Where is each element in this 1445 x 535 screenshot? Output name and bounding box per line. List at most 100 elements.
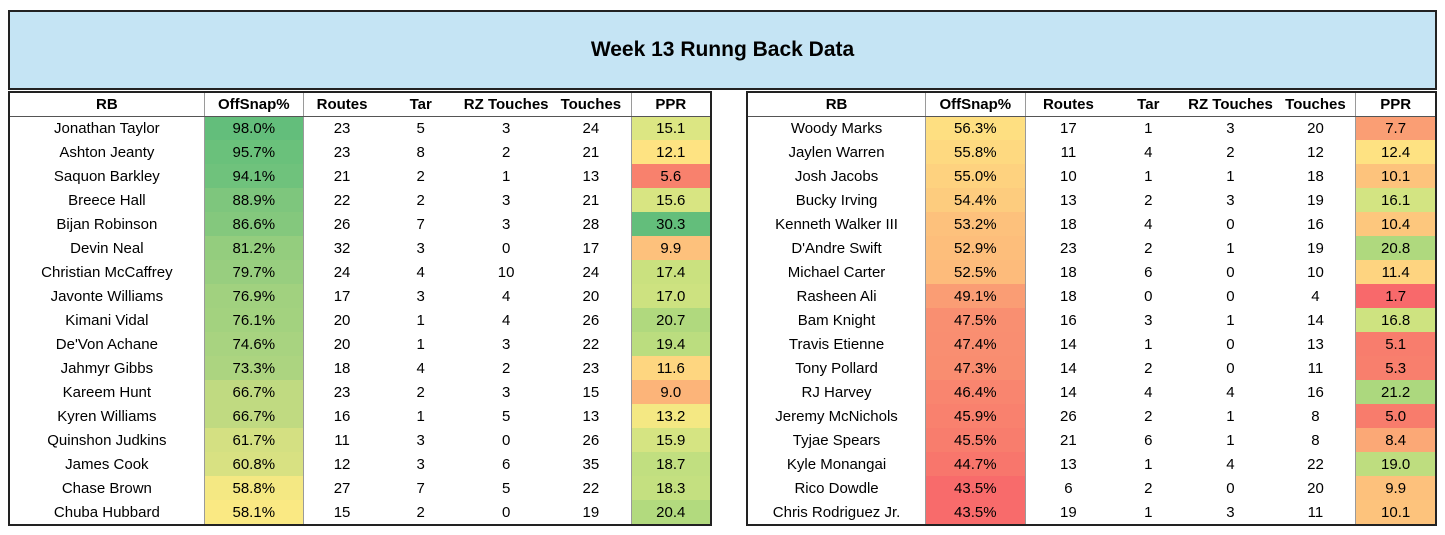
cell-ppr: 30.3 [630,212,712,236]
table-row: Bucky Irving 54.4% 13 2 3 19 16.1 [747,188,1437,212]
cell-tar: 0 [1144,287,1153,305]
cell-rb: Kyle Monangai [786,455,887,473]
table-row: Josh Jacobs 55.0% 10 1 1 18 10.1 [747,164,1437,188]
header-rb: RB [747,92,926,117]
table-row: Kimani Vidal 76.1% 20 1 4 26 20.7 [9,308,712,332]
cell-offsnap: 47.4% [925,332,1026,356]
cell-offsnap: 61.7% [203,428,304,452]
table-row: RJ Harvey 46.4% 14 4 4 16 21.2 [747,380,1437,404]
cell-rb: Saquon Barkley [53,167,160,185]
cell-tar: 3 [416,239,425,257]
cell-tar: 7 [416,215,425,233]
cell-offsnap: 56.3% [925,116,1026,140]
cell-offsnap: 58.1% [203,500,304,525]
header-tar: Tar [1111,92,1186,117]
cell-offsnap: 45.9% [925,404,1026,428]
cell-ppr: 9.9 [630,236,712,260]
cell-offsnap: 58.8% [203,476,304,500]
cell-rb: Michael Carter [787,263,886,281]
cell-routes: 11 [1060,143,1077,161]
left-table-body: Jonathan Taylor 98.0% 23 5 3 24 15.1 Ashton Jea… [9,116,712,525]
cell-touches: 24 [582,263,600,281]
cell-touches: 8 [1311,407,1320,425]
cell-routes: 18 [1060,215,1077,233]
cell-ppr: 16.1 [1355,188,1437,212]
cell-ppr: 17.4 [630,260,712,284]
cell-tar: 1 [1144,455,1153,473]
table-row: Devin Neal 81.2% 32 3 0 17 9.9 [9,236,712,260]
cell-rz-touches: 0 [1226,335,1235,353]
cell-rz-touches: 5 [501,479,511,497]
table-row: Jahmyr Gibbs 73.3% 18 4 2 23 11.6 [9,356,712,380]
cell-ppr: 15.9 [630,428,712,452]
cell-tar: 1 [416,311,425,329]
cell-rb: Chris Rodriguez Jr. [772,503,901,521]
cell-rz-touches: 5 [501,407,511,425]
cell-routes: 10 [1060,167,1077,185]
cell-tar: 2 [416,503,425,521]
cell-touches: 10 [1307,263,1324,281]
cell-touches: 24 [582,119,600,137]
cell-touches: 18 [1307,167,1324,185]
header-offsnap: OffSnap% [203,92,304,117]
cell-rz-touches: 6 [501,455,511,473]
cell-rz-touches: 2 [501,143,511,161]
cell-ppr: 9.0 [630,380,712,404]
cell-rz-touches: 3 [501,191,511,209]
cell-offsnap: 88.9% [203,188,304,212]
table-row: Bam Knight 47.5% 16 3 1 14 16.8 [747,308,1437,332]
cell-tar: 6 [1144,431,1153,449]
cell-ppr: 19.0 [1355,452,1437,476]
cell-touches: 35 [582,455,600,473]
cell-tar: 1 [1144,119,1153,137]
cell-rb: De'Von Achane [55,335,158,353]
cell-rz-touches: 1 [1226,407,1235,425]
header-routes: Routes [1025,92,1112,117]
cell-offsnap: 73.3% [203,356,304,380]
cell-routes: 17 [1060,119,1077,137]
cell-ppr: 20.8 [1355,236,1437,260]
cell-ppr: 10.4 [1355,212,1437,236]
cell-ppr: 17.0 [630,284,712,308]
cell-rb: Rico Dowdle [794,479,879,497]
cell-touches: 4 [1311,287,1320,305]
header-row: RB OffSnap% Routes Tar RZ Touches Touche… [747,92,1437,117]
cell-offsnap: 95.7% [203,140,304,164]
cell-routes: 11 [334,431,350,449]
cell-ppr: 5.0 [1355,404,1437,428]
cell-tar: 1 [1144,167,1153,185]
table-row: Breece Hall 88.9% 22 2 3 21 15.6 [9,188,712,212]
cell-tar: 5 [416,119,425,137]
cell-tar: 4 [1144,215,1153,233]
cell-rb: Quinshon Judkins [47,431,167,449]
cell-ppr: 12.4 [1355,140,1437,164]
cell-offsnap: 45.5% [925,428,1026,452]
cell-ppr: 1.7 [1355,284,1437,308]
cell-tar: 1 [1144,503,1153,521]
cell-routes: 13 [1060,191,1077,209]
cell-rz-touches: 0 [501,431,511,449]
table-row: Kenneth Walker III 53.2% 18 4 0 16 10.4 [747,212,1437,236]
cell-tar: 7 [416,479,425,497]
cell-rz-touches: 1 [1226,431,1235,449]
cell-rb: Travis Etienne [788,335,885,353]
cell-rz-touches: 2 [1226,143,1235,161]
cell-touches: 20 [1307,119,1324,137]
cell-touches: 12 [1307,143,1324,161]
cell-touches: 16 [1307,383,1324,401]
cell-rz-touches: 0 [501,503,511,521]
cell-tar: 4 [416,359,425,377]
right-table-body: Woody Marks 56.3% 17 1 3 20 7.7 Jaylen Warren 55… [747,116,1437,525]
cell-tar: 3 [416,431,425,449]
cell-rz-touches: 1 [1226,167,1235,185]
cell-offsnap: 52.9% [925,236,1026,260]
cell-offsnap: 66.7% [203,404,304,428]
cell-offsnap: 47.5% [925,308,1026,332]
header-tar: Tar [380,92,462,117]
cell-ppr: 8.4 [1355,428,1437,452]
cell-offsnap: 49.1% [925,284,1026,308]
header-routes: Routes [303,92,381,117]
header-rb: RB [9,92,205,117]
cell-rz-touches: 0 [1226,263,1235,281]
cell-routes: 16 [333,407,351,425]
